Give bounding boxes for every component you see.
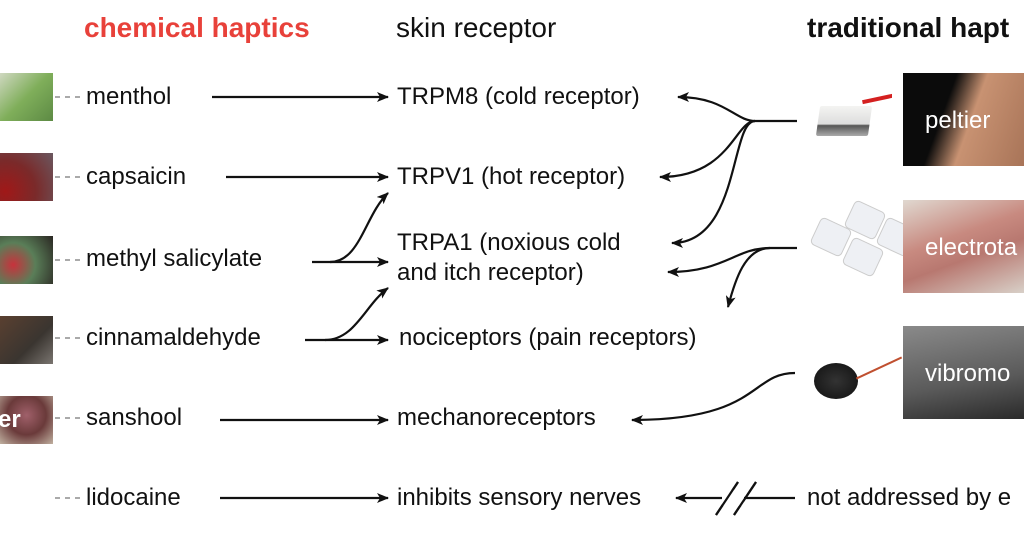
electrotactile-image: electrota [903, 200, 1024, 293]
menthol-image [0, 73, 53, 121]
chemical-sanshool: sanshool [86, 404, 183, 431]
receptor-nociceptors: nociceptors (pain receptors) [399, 324, 697, 351]
receptor-trpa1-line1: TRPA1 (noxious cold [397, 229, 621, 256]
receptor-trpv1: TRPV1 (hot receptor) [397, 163, 626, 190]
chemical-lidocaine: lidocaine [86, 484, 181, 511]
vibromotor-device-icon [812, 345, 902, 410]
sanshool-image-caption: er [0, 406, 21, 433]
receptor-inhibits-nerves: inhibits sensory nerves [397, 484, 642, 511]
methyl-salicylate-image [0, 236, 53, 284]
cinnamaldehyde-image [0, 316, 53, 364]
chemical-cinnamaldehyde: cinnamaldehyde [86, 324, 261, 351]
chemical-menthol: menthol [86, 83, 172, 110]
chemical-methyl-salicylate: methyl salicylate [86, 245, 263, 272]
receptor-mechanoreceptors: mechanoreceptors [397, 404, 596, 431]
electrotactile-label: electrota [925, 234, 1018, 261]
peltier-image: peltier [903, 73, 1024, 166]
sanshool-image: er [0, 396, 53, 444]
receptor-trpm8: TRPM8 (cold receptor) [397, 83, 640, 110]
not-addressed-text: not addressed by e [807, 484, 1012, 511]
capsaicin-image [0, 153, 53, 201]
dashed-connectors [55, 96, 80, 499]
electrotactile-pads-icon [808, 200, 903, 288]
chemical-haptics-heading: chemical haptics [84, 12, 310, 43]
vibromotor-image: vibromo [903, 326, 1024, 419]
arrow-vibromotor [631, 371, 796, 425]
skin-receptor-heading: skin receptor [396, 12, 557, 43]
traditional-haptics-heading: traditional hapt [807, 12, 1010, 43]
arrow-peltier [677, 92, 797, 123]
peltier-label: peltier [925, 107, 991, 134]
vibromotor-label: vibromo [925, 360, 1011, 387]
chemical-capsaicin: capsaicin [86, 163, 187, 190]
arrow-electrotactile [667, 246, 797, 277]
receptor-trpa1-line2: and itch receptor) [397, 259, 584, 286]
peltier-device-icon [812, 88, 892, 148]
